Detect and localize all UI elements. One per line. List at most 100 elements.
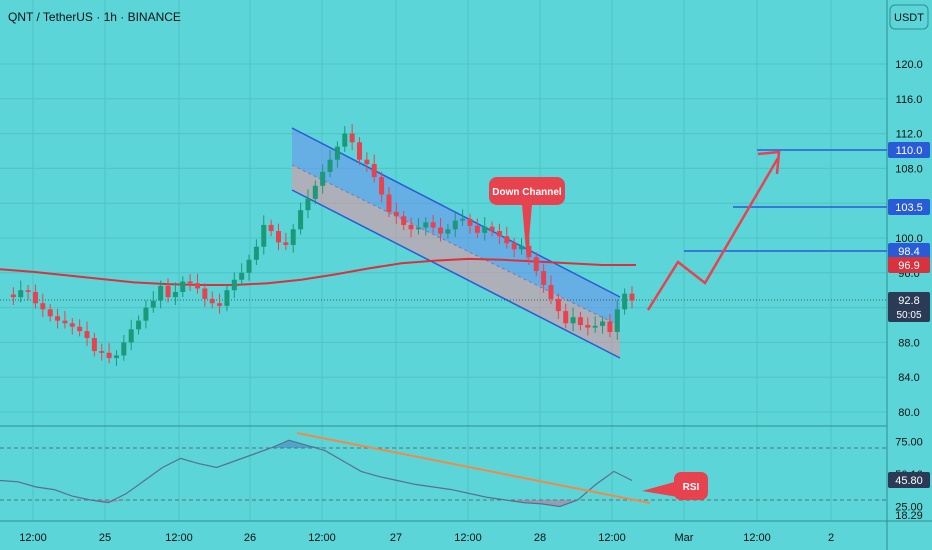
candle-body bbox=[430, 222, 436, 228]
candle-body bbox=[438, 227, 444, 234]
time-tick-label: 26 bbox=[244, 532, 256, 544]
projection-arrowhead bbox=[757, 150, 781, 175]
candle-body bbox=[312, 185, 318, 199]
candle-body bbox=[55, 316, 61, 321]
price-tick-label: 100.0 bbox=[895, 233, 923, 245]
candle-body bbox=[607, 321, 613, 332]
candle-body bbox=[40, 303, 46, 310]
price-label-98: 98.4 bbox=[888, 243, 930, 259]
price-tick-label: 116.0 bbox=[896, 94, 923, 106]
time-tick-label: 12:00 bbox=[165, 532, 193, 544]
candles bbox=[10, 124, 635, 366]
candle-body bbox=[401, 216, 407, 225]
candle-body bbox=[217, 303, 223, 306]
time-tick-label: 28 bbox=[534, 532, 546, 544]
candle-body bbox=[585, 325, 591, 328]
rsi-trend-line bbox=[296, 432, 651, 504]
down-channel-text: Down Channel bbox=[492, 187, 562, 198]
rsi-current-text: 45.80 bbox=[895, 475, 923, 487]
candle-body bbox=[209, 298, 215, 304]
time-tick-label: Mar bbox=[675, 532, 694, 544]
candle-body bbox=[489, 226, 495, 232]
price-label-110: 110.0 bbox=[888, 142, 930, 158]
currency-button[interactable]: USDT bbox=[889, 4, 929, 30]
candle-body bbox=[283, 242, 289, 245]
candle-body bbox=[202, 288, 208, 299]
candle-body bbox=[320, 171, 326, 186]
price-label-98-bg bbox=[888, 243, 930, 259]
candle-body bbox=[143, 307, 149, 321]
candle-body bbox=[261, 224, 267, 247]
rsi-badge bbox=[674, 472, 708, 500]
candle-body bbox=[423, 222, 429, 228]
candle-body bbox=[121, 342, 127, 356]
candle-body bbox=[577, 317, 583, 325]
price-tick-label: 120.0 bbox=[895, 59, 923, 71]
rsi-pointer bbox=[642, 481, 678, 497]
candle-body bbox=[298, 210, 304, 230]
candle-body bbox=[415, 227, 421, 230]
time-tick-label: 27 bbox=[390, 532, 402, 544]
rsi-callout[interactable]: RSI bbox=[642, 472, 708, 500]
channel-mid-line bbox=[291, 164, 621, 327]
rsi-pane: RSI bbox=[0, 432, 887, 508]
candle-body bbox=[614, 309, 620, 332]
candle-body bbox=[467, 218, 473, 226]
rsi-oversold-fill bbox=[0, 500, 632, 507]
candle-body bbox=[327, 159, 333, 172]
candle-body bbox=[180, 281, 186, 292]
candle-body bbox=[187, 281, 193, 284]
candle-body bbox=[275, 231, 281, 243]
rsi-current-label: 45.80 bbox=[888, 472, 930, 488]
price-tick-label: 108.0 bbox=[895, 163, 923, 175]
candle-body bbox=[77, 326, 83, 332]
candle-body bbox=[106, 352, 112, 359]
candle-body bbox=[84, 331, 90, 339]
rsi-line bbox=[0, 439, 633, 508]
time-tick-label: 2 bbox=[828, 532, 834, 544]
time-axis[interactable]: 12:00 25 12:00 26 12:00 27 12:00 28 12:00 Mar 12:0… bbox=[19, 532, 834, 544]
channel-lower-fill bbox=[292, 165, 620, 358]
rsi-tick-label: 18.29 bbox=[895, 510, 923, 522]
candle-body bbox=[408, 224, 414, 230]
candle-body bbox=[511, 243, 517, 250]
price-tick-label: 84.0 bbox=[898, 372, 919, 384]
price-label-110-bg bbox=[888, 142, 930, 158]
currency-label: USDT bbox=[894, 12, 924, 24]
price-label-96-text: 96.9 bbox=[898, 260, 919, 272]
candle-body bbox=[69, 323, 75, 327]
candle-body bbox=[526, 245, 532, 258]
candle-body bbox=[224, 290, 230, 306]
candle-body bbox=[18, 290, 24, 298]
projection-arrow bbox=[646, 157, 780, 311]
time-tick-label: 12:00 bbox=[598, 532, 626, 544]
current-price-text: 92.8 bbox=[898, 295, 919, 307]
candle-body bbox=[460, 218, 466, 221]
candle-body bbox=[99, 351, 105, 353]
down-channel-callout[interactable]: Down Channel bbox=[489, 177, 565, 262]
price-label-110-text: 110.0 bbox=[896, 145, 923, 157]
candle-body bbox=[253, 246, 259, 260]
channel-top-line bbox=[291, 127, 621, 298]
price-label-96: 96.9 bbox=[888, 257, 930, 273]
candle-body bbox=[239, 272, 245, 280]
candle-body bbox=[364, 159, 370, 165]
candle-body bbox=[452, 220, 458, 230]
candle-body bbox=[555, 298, 561, 312]
candle-body bbox=[600, 321, 606, 326]
down-channel-badge bbox=[489, 177, 565, 205]
candle-body bbox=[533, 257, 539, 272]
candle-body bbox=[10, 294, 16, 298]
candle-body bbox=[563, 311, 569, 324]
candle-body bbox=[91, 338, 97, 352]
candle-body bbox=[342, 133, 348, 147]
price-label-103-bg bbox=[888, 199, 930, 215]
candle-body bbox=[62, 320, 68, 324]
candle-body bbox=[25, 290, 31, 292]
rsi-tick-label: 75.00 bbox=[895, 437, 923, 449]
down-channel-pointer bbox=[522, 204, 532, 262]
candle-body bbox=[290, 229, 296, 245]
candle-body bbox=[349, 133, 355, 143]
candle-body bbox=[113, 355, 119, 359]
